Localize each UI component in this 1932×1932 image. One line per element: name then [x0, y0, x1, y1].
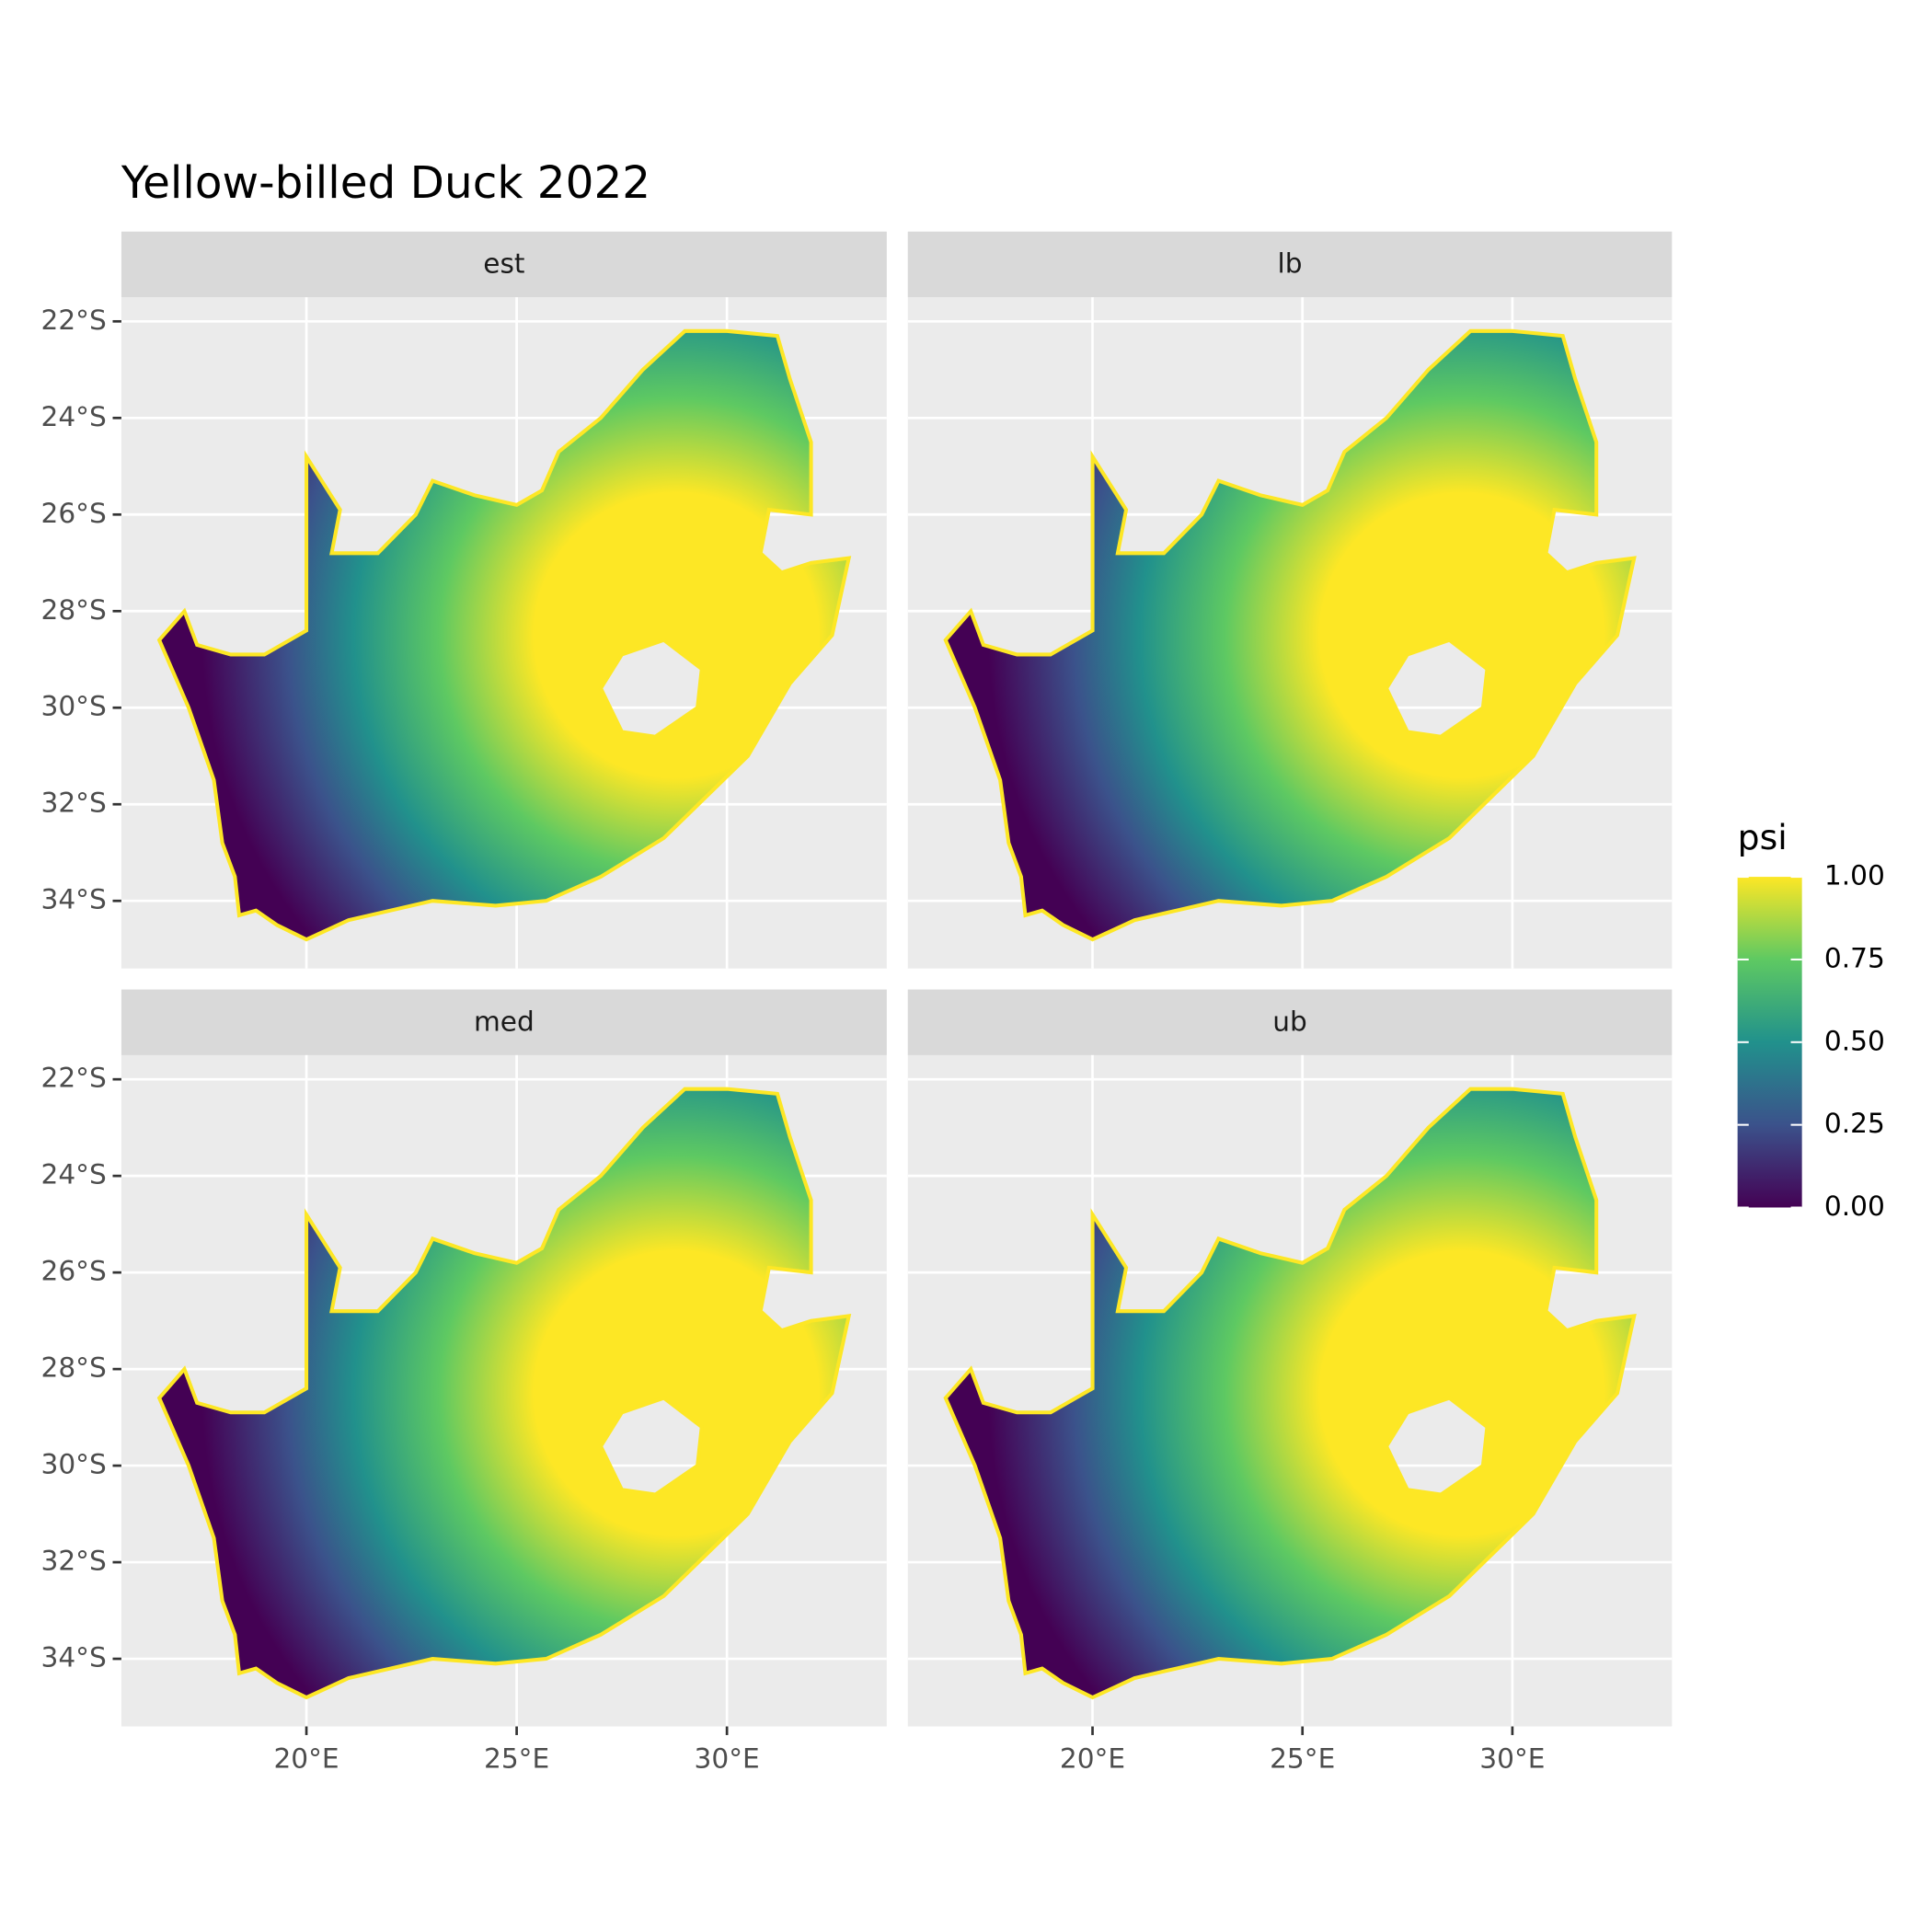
x-tick-label: 30°E — [1479, 1742, 1545, 1774]
y-tick-label: 32°S — [40, 1546, 106, 1577]
facet-label: med — [474, 1006, 535, 1037]
facet-label: est — [483, 248, 524, 280]
y-tick-label: 30°S — [40, 1449, 106, 1480]
y-tick-label: 24°S — [40, 401, 106, 432]
legend-tick-label: 0.50 — [1824, 1025, 1885, 1056]
map-region — [943, 328, 1637, 942]
x-tick-label: 30°E — [695, 1742, 760, 1774]
facet-label: ub — [1272, 1006, 1307, 1037]
facet-strip — [121, 989, 887, 1055]
y-tick-label: 28°S — [40, 594, 106, 626]
x-tick-label: 20°E — [1060, 1742, 1125, 1774]
y-tick-label: 26°S — [40, 1256, 106, 1287]
facet-strip — [121, 231, 887, 298]
legend-tick-label: 1.00 — [1824, 860, 1885, 891]
y-tick-label: 24°S — [40, 1159, 106, 1190]
y-tick-label: 28°S — [40, 1352, 106, 1384]
legend-tick-label: 0.75 — [1824, 942, 1885, 973]
map-region — [943, 1087, 1637, 1700]
y-tick-label: 30°S — [40, 691, 106, 722]
chart-title: Yellow-billed Duck 2022 — [121, 157, 650, 209]
x-tick-label: 20°E — [273, 1742, 339, 1774]
legend-tick-label: 0.00 — [1824, 1190, 1885, 1222]
facet-strip — [907, 989, 1673, 1055]
x-tick-label: 25°E — [1270, 1742, 1335, 1774]
y-tick-label: 34°S — [40, 884, 106, 915]
y-tick-label: 22°S — [40, 305, 106, 336]
y-tick-label: 32°S — [40, 788, 106, 819]
facet-strip — [907, 231, 1673, 298]
legend-tick-label: 0.25 — [1824, 1108, 1885, 1139]
legend-title: psi — [1738, 817, 1788, 857]
facet-label: lb — [1278, 248, 1303, 280]
map-region — [156, 328, 852, 942]
y-tick-label: 34°S — [40, 1642, 106, 1673]
map-region — [156, 1087, 852, 1700]
y-tick-label: 26°S — [40, 498, 106, 529]
x-tick-label: 25°E — [484, 1742, 549, 1774]
y-tick-label: 22°S — [40, 1063, 106, 1094]
